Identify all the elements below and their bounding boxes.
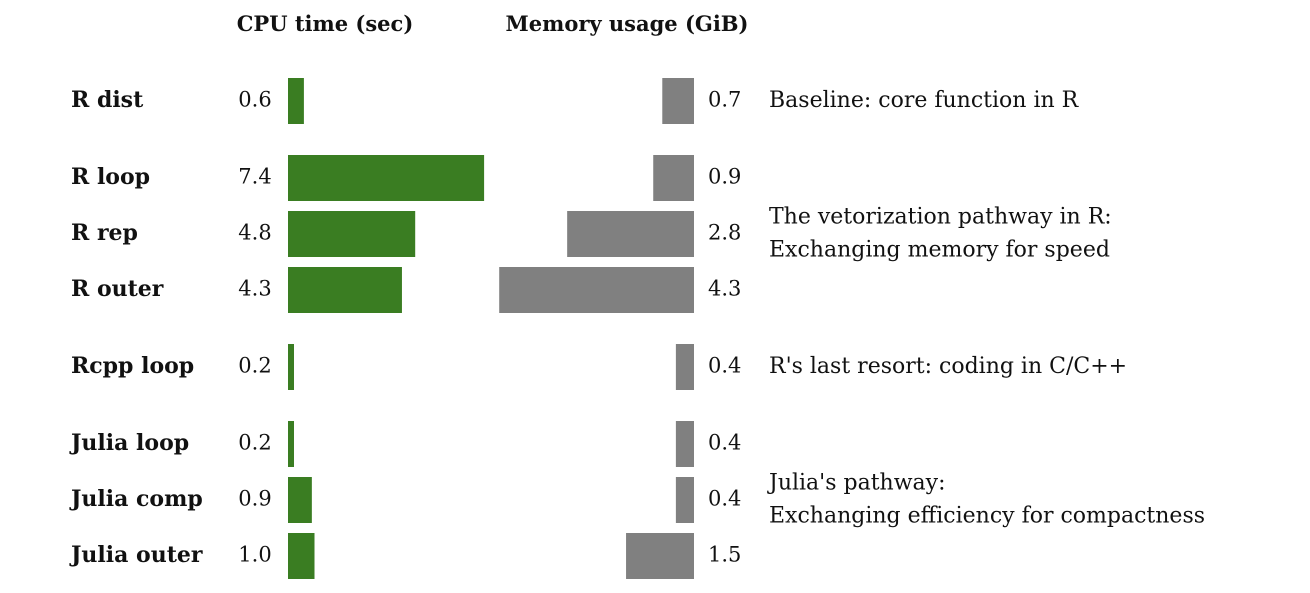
annotation-group-3-line-1: R's last resort: coding in C/C++ [769,354,1127,379]
category-label-julia-outer: Julia outer [69,542,203,568]
memory-value-label-julia-comp: 0.4 [708,487,741,511]
memory-value-label-r-dist: 0.7 [708,88,741,112]
cpu-bar-r-rep [288,211,416,257]
category-label-julia-loop: Julia loop [69,430,189,456]
memory-value-label-r-outer: 4.3 [708,277,741,301]
memory-bar-r-rep [567,211,694,257]
annotation-group-1-line-1: Baseline: core function in R [769,88,1080,113]
memory-bar-r-loop [653,155,694,201]
annotation-group-4-line-1: Julia's pathway: [767,471,946,496]
cpu-value-label-r-dist: 0.6 [238,88,271,112]
annotation-group-2-line-2: Exchanging memory for speed [769,238,1110,263]
cpu-value-label-rcpp-loop: 0.2 [238,354,271,378]
memory-value-label-rcpp-loop: 0.4 [708,354,741,378]
memory-bar-julia-comp [675,477,694,523]
category-label-r-rep: R rep [71,220,138,246]
category-label-r-loop: R loop [71,164,150,190]
memory-bar-r-dist [662,78,694,124]
cpu-value-label-julia-loop: 0.2 [238,431,271,455]
cpu-time-panel: CPU time (sec) 0.6 7.4 4.8 4.3 0.2 0.2 0.9 1.0 [237,11,485,579]
cpu-bar-rcpp-loop [288,344,294,390]
category-label-julia-comp: Julia comp [69,486,203,512]
cpu-value-label-r-loop: 7.4 [238,165,271,189]
memory-usage-header: Memory usage (GiB) [506,11,749,36]
cpu-bar-julia-comp [288,477,312,523]
cpu-value-label-r-outer: 4.3 [238,277,271,301]
memory-value-label-julia-outer: 1.5 [708,543,741,567]
category-label-rcpp-loop: Rcpp loop [71,353,194,379]
memory-bar-julia-outer [626,533,694,579]
cpu-bar-julia-outer [288,533,315,579]
cpu-time-header: CPU time (sec) [237,11,414,36]
category-label-r-dist: R dist [71,87,144,113]
annotation-group-2-line-1: The vetorization pathway in R: [769,205,1112,230]
memory-bar-rcpp-loop [675,344,694,390]
cpu-value-label-r-rep: 4.8 [238,221,271,245]
annotations: Baseline: core function in R The vetoriza… [767,88,1205,529]
cpu-bar-r-loop [288,155,485,201]
memory-value-label-r-rep: 2.8 [708,221,741,245]
cpu-value-label-julia-comp: 0.9 [238,487,271,511]
cpu-bar-r-dist [288,78,304,124]
memory-usage-panel: Memory usage (GiB) 0.7 0.9 2.8 4.3 0.4 0.4 0.4 1… [499,11,749,579]
memory-bar-julia-loop [675,421,694,467]
annotation-group-4-line-2: Exchanging efficiency for compactness [769,504,1205,529]
memory-value-label-r-loop: 0.9 [708,165,741,189]
memory-bar-r-outer [499,267,694,313]
category-labels: R dist R loop R rep R outer Rcpp loop Julia l… [69,87,203,568]
cpu-bar-julia-loop [288,421,294,467]
cpu-value-label-julia-outer: 1.0 [238,543,271,567]
category-label-r-outer: R outer [71,276,164,302]
memory-value-label-julia-loop: 0.4 [708,431,741,455]
cpu-bar-r-outer [288,267,402,313]
